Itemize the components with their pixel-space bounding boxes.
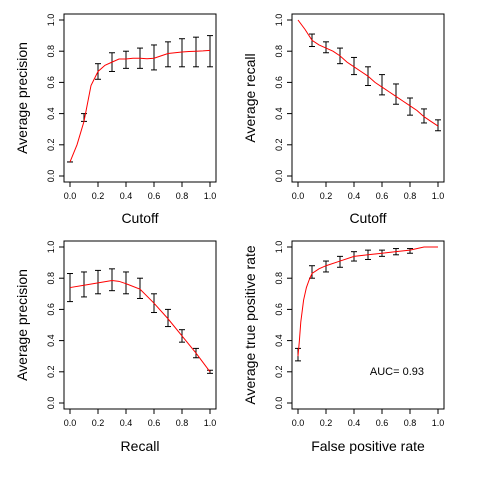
x-tick-label: 0.0 <box>292 191 305 201</box>
x-tick-label: 0.4 <box>348 418 361 428</box>
y-tick-label: 0.6 <box>46 303 56 316</box>
plot-frame <box>63 240 217 410</box>
series-line <box>297 19 439 127</box>
x-tick-label: 1.0 <box>432 418 445 428</box>
series-curve <box>69 280 211 373</box>
auc-annotation: AUC= 0.93 <box>370 366 424 378</box>
x-tick-label: 1.0 <box>204 191 217 201</box>
x-tick-label: 0.4 <box>120 418 133 428</box>
x-axis-title: Recall <box>121 438 160 454</box>
y-tick-label: 0.0 <box>274 170 284 183</box>
y-axis-title: Average recall <box>242 53 258 142</box>
x-tick-label: 0.2 <box>320 418 333 428</box>
x-tick-label: 0.0 <box>64 191 77 201</box>
x-tick-label: 0.8 <box>176 191 189 201</box>
x-tick-label: 0.2 <box>92 418 105 428</box>
x-tick-label: 0.4 <box>120 191 133 201</box>
x-axis-title: Cutoff <box>121 210 158 226</box>
x-tick-label: 0.0 <box>292 418 305 428</box>
series-line <box>69 280 211 373</box>
panel-avg-recall-vs-cutoff: 0.0 0.2 0.4 0.6 0.8 1.0 0.0 0.2 0.4 0.6 0.8 1.0 Cu… <box>242 13 445 226</box>
series-line <box>69 49 211 163</box>
y-tick-label: 0.8 <box>274 45 284 58</box>
x-tick-label: 0.6 <box>148 418 161 428</box>
x-axis: 0.0 0.2 0.4 0.6 0.8 1.0 <box>292 409 445 428</box>
x-tick-label: 0.2 <box>320 191 333 201</box>
x-tick-label: 0.6 <box>376 418 389 428</box>
y-tick-label: 0.0 <box>46 170 56 183</box>
y-tick-label: 0.2 <box>46 366 56 379</box>
y-tick-label: 1.0 <box>274 241 284 254</box>
y-tick-label: 1.0 <box>274 14 284 27</box>
series-curve <box>69 49 211 163</box>
y-axis: 0.0 0.2 0.4 0.6 0.8 1.0 <box>274 241 292 410</box>
y-tick-label: 0.6 <box>274 76 284 89</box>
x-tick-label: 1.0 <box>204 418 217 428</box>
y-axis: 0.0 0.2 0.4 0.6 0.8 1.0 <box>274 14 292 183</box>
y-tick-label: 0.4 <box>46 334 56 347</box>
x-axis: 0.0 0.2 0.4 0.6 0.8 1.0 <box>64 409 217 428</box>
y-tick-label: 0.0 <box>46 397 56 410</box>
y-tick-label: 0.8 <box>46 272 56 285</box>
x-tick-label: 0.8 <box>404 418 417 428</box>
x-tick-label: 0.0 <box>64 418 77 428</box>
y-axis-title: Average true positive rate <box>242 245 258 404</box>
y-tick-label: 0.8 <box>274 272 284 285</box>
y-axis: 0.0 0.2 0.4 0.6 0.8 1.0 <box>46 14 64 183</box>
y-tick-label: 0.6 <box>46 76 56 89</box>
y-tick-label: 0.2 <box>46 139 56 152</box>
panel-avg-precision-vs-cutoff: 0.0 0.2 0.4 0.6 0.8 1.0 0.0 0.2 0.4 0.6 0.8 1.0 Cu… <box>14 13 217 226</box>
x-axis-title: False positive rate <box>311 438 425 454</box>
x-tick-label: 0.8 <box>404 191 417 201</box>
y-tick-label: 0.2 <box>274 139 284 152</box>
plot-frame <box>291 13 445 183</box>
x-axis: 0.0 0.2 0.4 0.6 0.8 1.0 <box>292 182 445 201</box>
x-tick-label: 0.4 <box>348 191 361 201</box>
y-tick-label: 0.4 <box>46 107 56 120</box>
y-tick-label: 1.0 <box>46 241 56 254</box>
y-tick-label: 0.8 <box>46 45 56 58</box>
plot-frame <box>63 13 217 183</box>
panel-avg-precision-vs-recall: 0.0 0.2 0.4 0.6 0.8 1.0 0.0 0.2 0.4 0.6 0.8 1.0 Re… <box>14 240 217 454</box>
y-tick-label: 1.0 <box>46 14 56 27</box>
y-axis: 0.0 0.2 0.4 0.6 0.8 1.0 <box>46 241 64 410</box>
x-tick-label: 0.6 <box>376 191 389 201</box>
y-tick-label: 0.0 <box>274 397 284 410</box>
x-axis: 0.0 0.2 0.4 0.6 0.8 1.0 <box>64 182 217 201</box>
y-tick-label: 0.6 <box>274 303 284 316</box>
series-curve <box>297 19 439 127</box>
x-tick-label: 0.6 <box>148 191 161 201</box>
series-line <box>297 246 438 357</box>
y-axis-title: Average precision <box>14 269 30 381</box>
series-curve <box>297 246 438 357</box>
x-tick-label: 0.8 <box>176 418 189 428</box>
panel-roc-curve: 0.0 0.2 0.4 0.6 0.8 1.0 0.0 0.2 0.4 0.6 0.8 1.0 Fa… <box>242 240 445 454</box>
x-axis-title: Cutoff <box>349 210 386 226</box>
y-tick-label: 0.4 <box>274 334 284 347</box>
y-tick-label: 0.4 <box>274 107 284 120</box>
y-tick-label: 0.2 <box>274 366 284 379</box>
x-tick-label: 1.0 <box>432 191 445 201</box>
plot-frame <box>291 240 445 410</box>
y-axis-title: Average precision <box>14 42 30 154</box>
x-tick-label: 0.2 <box>92 191 105 201</box>
